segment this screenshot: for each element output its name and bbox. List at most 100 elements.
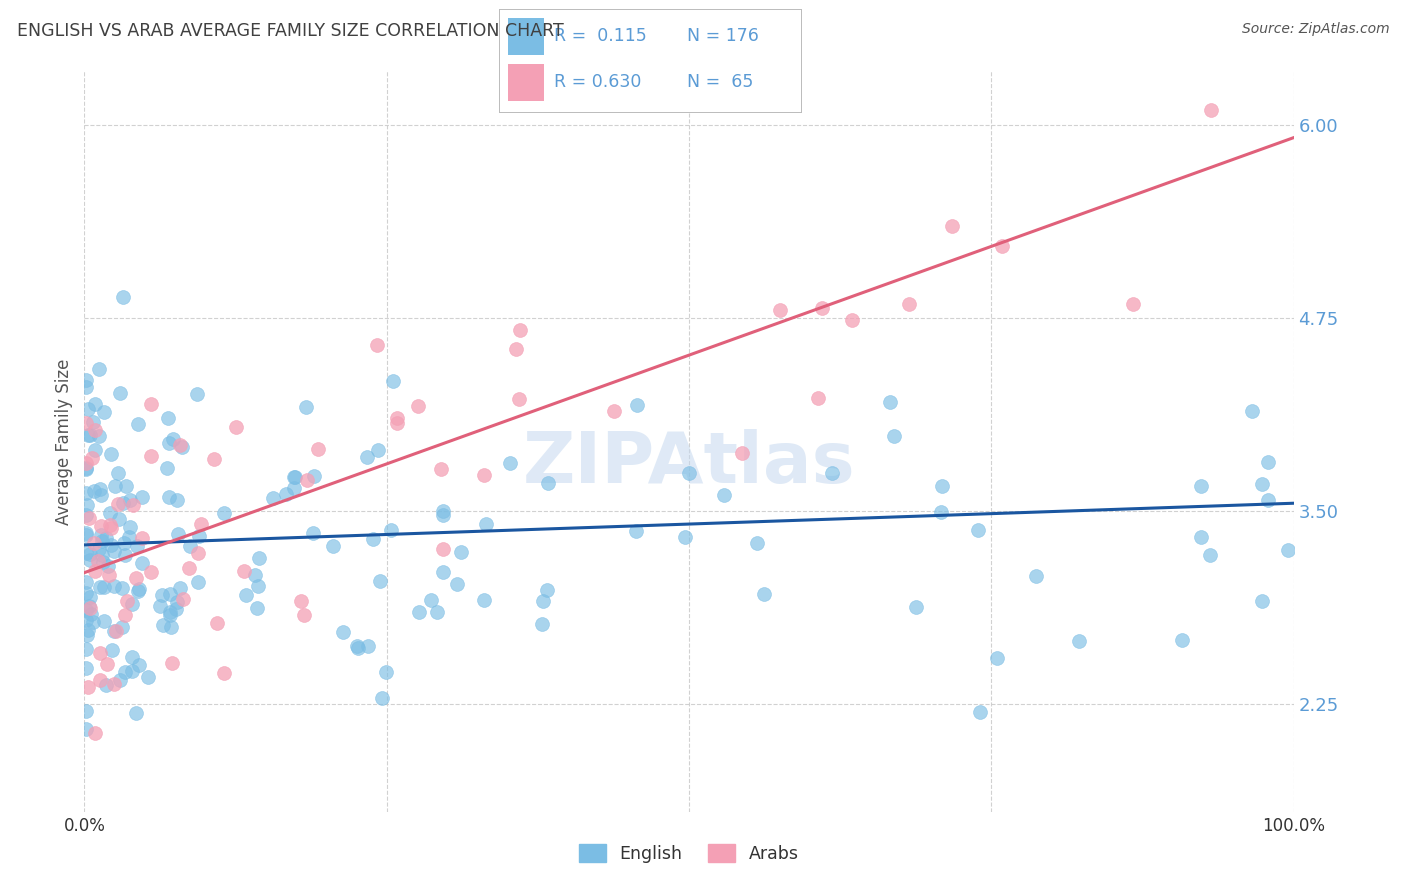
Point bbox=[166, 493, 188, 508]
Point bbox=[77, 680, 100, 694]
Point bbox=[536, 583, 558, 598]
Point bbox=[432, 508, 454, 523]
Point bbox=[157, 490, 180, 504]
Point bbox=[115, 593, 138, 607]
Point bbox=[93, 405, 115, 419]
Point bbox=[472, 467, 495, 482]
Point bbox=[969, 706, 991, 720]
Point bbox=[432, 541, 454, 556]
Point bbox=[302, 526, 325, 541]
Point bbox=[89, 673, 111, 687]
Point bbox=[967, 524, 990, 538]
Point bbox=[131, 531, 153, 545]
Point bbox=[90, 488, 112, 502]
Point bbox=[167, 526, 190, 541]
Point bbox=[111, 620, 134, 634]
Point bbox=[187, 546, 209, 560]
Point bbox=[276, 487, 298, 501]
Point bbox=[79, 428, 101, 442]
Point bbox=[107, 498, 129, 512]
Point bbox=[626, 524, 648, 538]
Point bbox=[93, 614, 115, 628]
Point bbox=[93, 580, 115, 594]
Point bbox=[111, 581, 134, 595]
Point bbox=[408, 605, 430, 619]
Point bbox=[769, 303, 792, 318]
Point bbox=[114, 607, 136, 622]
Point bbox=[177, 560, 200, 574]
Point bbox=[247, 551, 270, 566]
Point bbox=[172, 591, 194, 606]
Point bbox=[125, 706, 148, 721]
Point bbox=[290, 593, 312, 607]
Point bbox=[162, 433, 184, 447]
Point bbox=[246, 601, 269, 615]
Point bbox=[77, 428, 100, 442]
Point bbox=[83, 442, 105, 457]
Point bbox=[76, 628, 98, 642]
Point bbox=[75, 602, 97, 616]
Point bbox=[128, 582, 150, 597]
Point bbox=[79, 590, 101, 604]
Point bbox=[474, 517, 496, 532]
Point bbox=[84, 726, 107, 740]
Point bbox=[432, 565, 454, 579]
Point bbox=[1257, 455, 1279, 469]
Point bbox=[107, 466, 129, 480]
Point bbox=[232, 564, 254, 578]
Point bbox=[152, 618, 174, 632]
Point bbox=[103, 624, 125, 638]
Point bbox=[807, 391, 830, 405]
Point bbox=[673, 530, 696, 544]
Point bbox=[75, 525, 97, 540]
Point bbox=[406, 399, 429, 413]
Point bbox=[387, 417, 409, 431]
Point bbox=[367, 442, 389, 457]
Point bbox=[498, 456, 520, 470]
Point bbox=[160, 656, 183, 670]
Point bbox=[292, 608, 315, 623]
Point bbox=[94, 531, 117, 545]
Point bbox=[246, 579, 269, 593]
Point bbox=[157, 435, 180, 450]
Point bbox=[1198, 548, 1220, 562]
Point bbox=[1250, 476, 1272, 491]
Point bbox=[1277, 542, 1299, 557]
Point bbox=[530, 617, 553, 632]
Point bbox=[429, 462, 451, 476]
Point bbox=[108, 512, 131, 526]
Point bbox=[626, 398, 648, 412]
Text: N = 176: N = 176 bbox=[686, 27, 758, 45]
Point bbox=[387, 410, 409, 425]
Legend: English, Arabs: English, Arabs bbox=[572, 837, 806, 870]
Point bbox=[76, 402, 98, 417]
Point bbox=[302, 469, 325, 483]
Point bbox=[75, 373, 97, 387]
Point bbox=[357, 639, 380, 653]
Point bbox=[904, 599, 927, 614]
Point bbox=[79, 601, 101, 615]
Point bbox=[811, 301, 834, 315]
Text: ENGLISH VS ARAB AVERAGE FAMILY SIZE CORRELATION CHART: ENGLISH VS ARAB AVERAGE FAMILY SIZE CORR… bbox=[17, 22, 564, 40]
Point bbox=[121, 664, 143, 678]
Point bbox=[118, 530, 141, 544]
Point bbox=[96, 657, 118, 671]
Point bbox=[75, 461, 97, 475]
Point bbox=[166, 595, 188, 609]
Point bbox=[307, 442, 329, 456]
Point bbox=[105, 624, 128, 638]
Point bbox=[1189, 479, 1212, 493]
Point bbox=[131, 556, 153, 570]
Point bbox=[879, 394, 901, 409]
Point bbox=[76, 499, 98, 513]
Point bbox=[157, 410, 180, 425]
Point bbox=[432, 504, 454, 518]
Point bbox=[361, 532, 384, 546]
Point bbox=[84, 564, 107, 578]
Point bbox=[745, 536, 768, 550]
Point bbox=[262, 491, 284, 506]
Point bbox=[169, 438, 191, 452]
Point bbox=[841, 312, 863, 326]
Point bbox=[79, 547, 101, 561]
Point bbox=[472, 593, 495, 607]
